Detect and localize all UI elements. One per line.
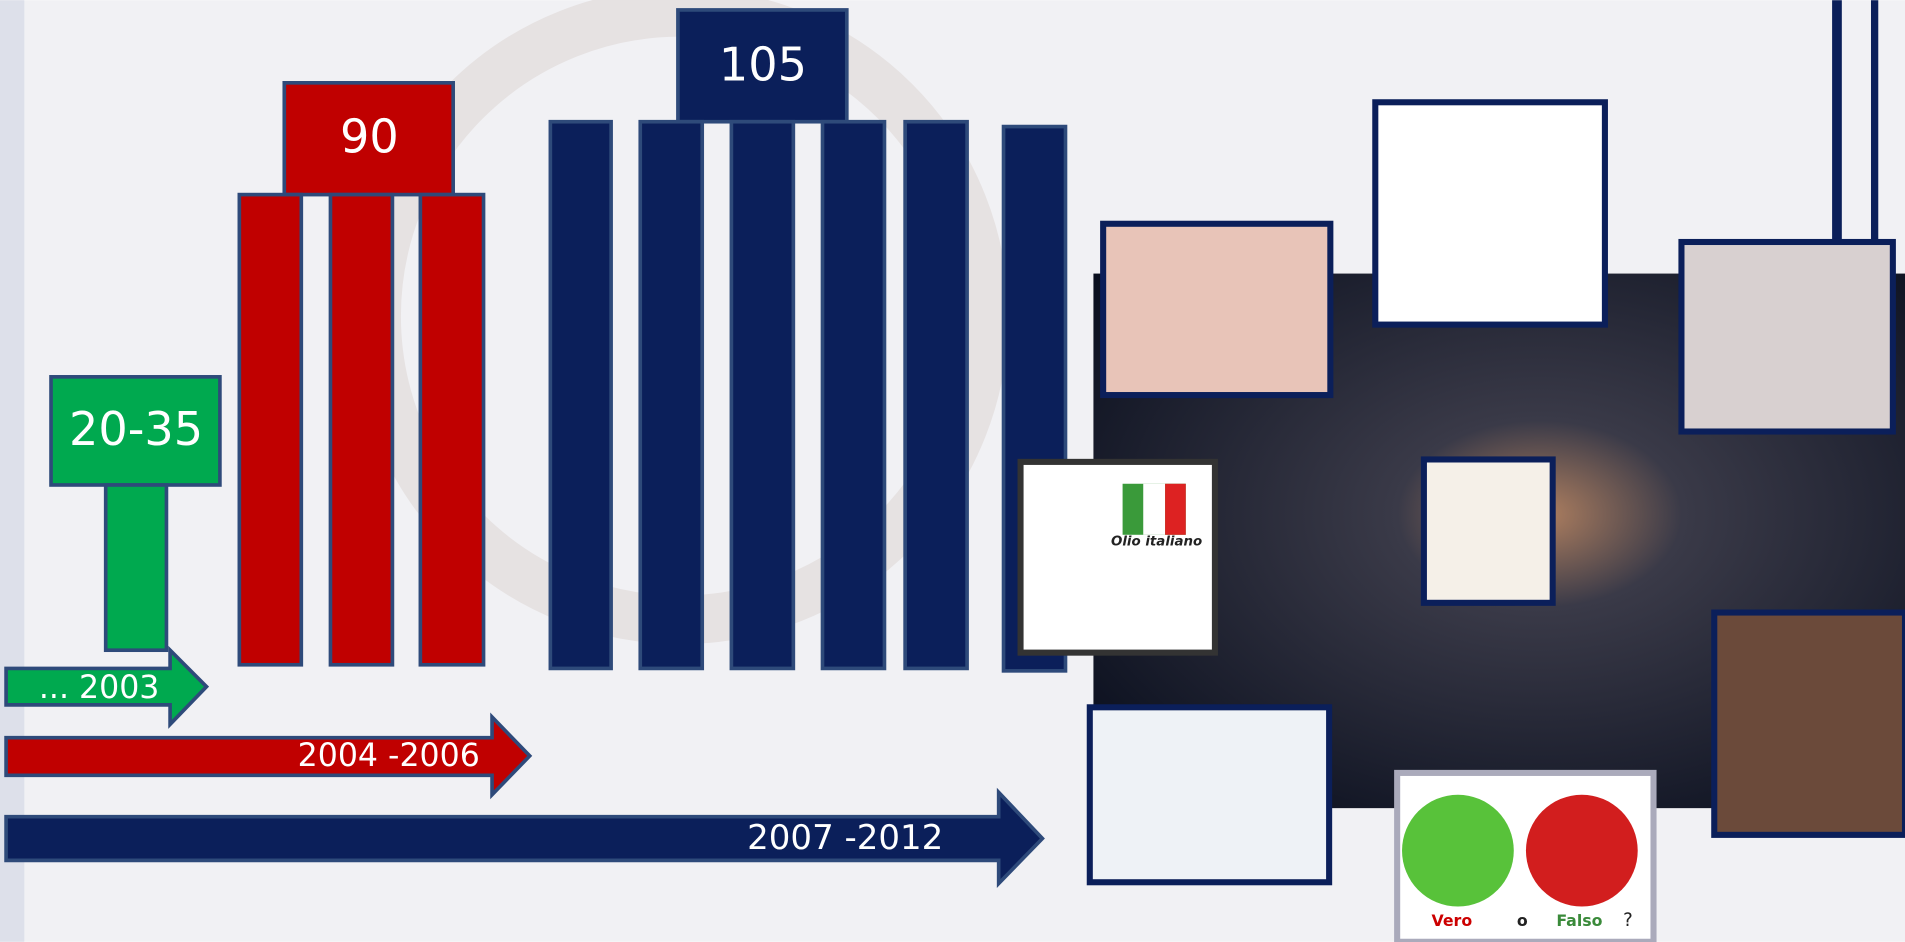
cart-image [1375,102,1605,324]
apple-caption: Falso [1556,911,1602,930]
apple-caption: o [1517,911,1528,930]
page: 20-35 ... 2003 90 2004 -2006 105 2007 -2… [0,0,1905,942]
group-label: 20-35 [69,402,203,456]
apple-caption: ? [1623,910,1633,931]
period-label: ... 2003 [39,670,160,706]
olive-caption: Olio italiano [1111,535,1202,550]
period-label: 2007 -2012 [747,818,943,858]
cosmetics-image [1681,242,1892,432]
group-label: 105 [719,38,807,92]
flag [1143,484,1165,535]
bags-image [1424,459,1553,602]
green-apple [1402,795,1514,907]
slide: 20-35 ... 2003 90 2004 -2006 105 2007 -2… [0,0,1905,942]
flag [1165,484,1186,535]
group-label: 90 [340,109,399,163]
period-label: 2004 -2006 [298,738,480,774]
apple-caption: Vero [1431,911,1472,930]
pills-image [1103,224,1330,395]
detergents-image [1090,707,1329,882]
red-apple [1526,795,1638,907]
side-strip [0,0,24,942]
soaps-image [1714,613,1905,835]
